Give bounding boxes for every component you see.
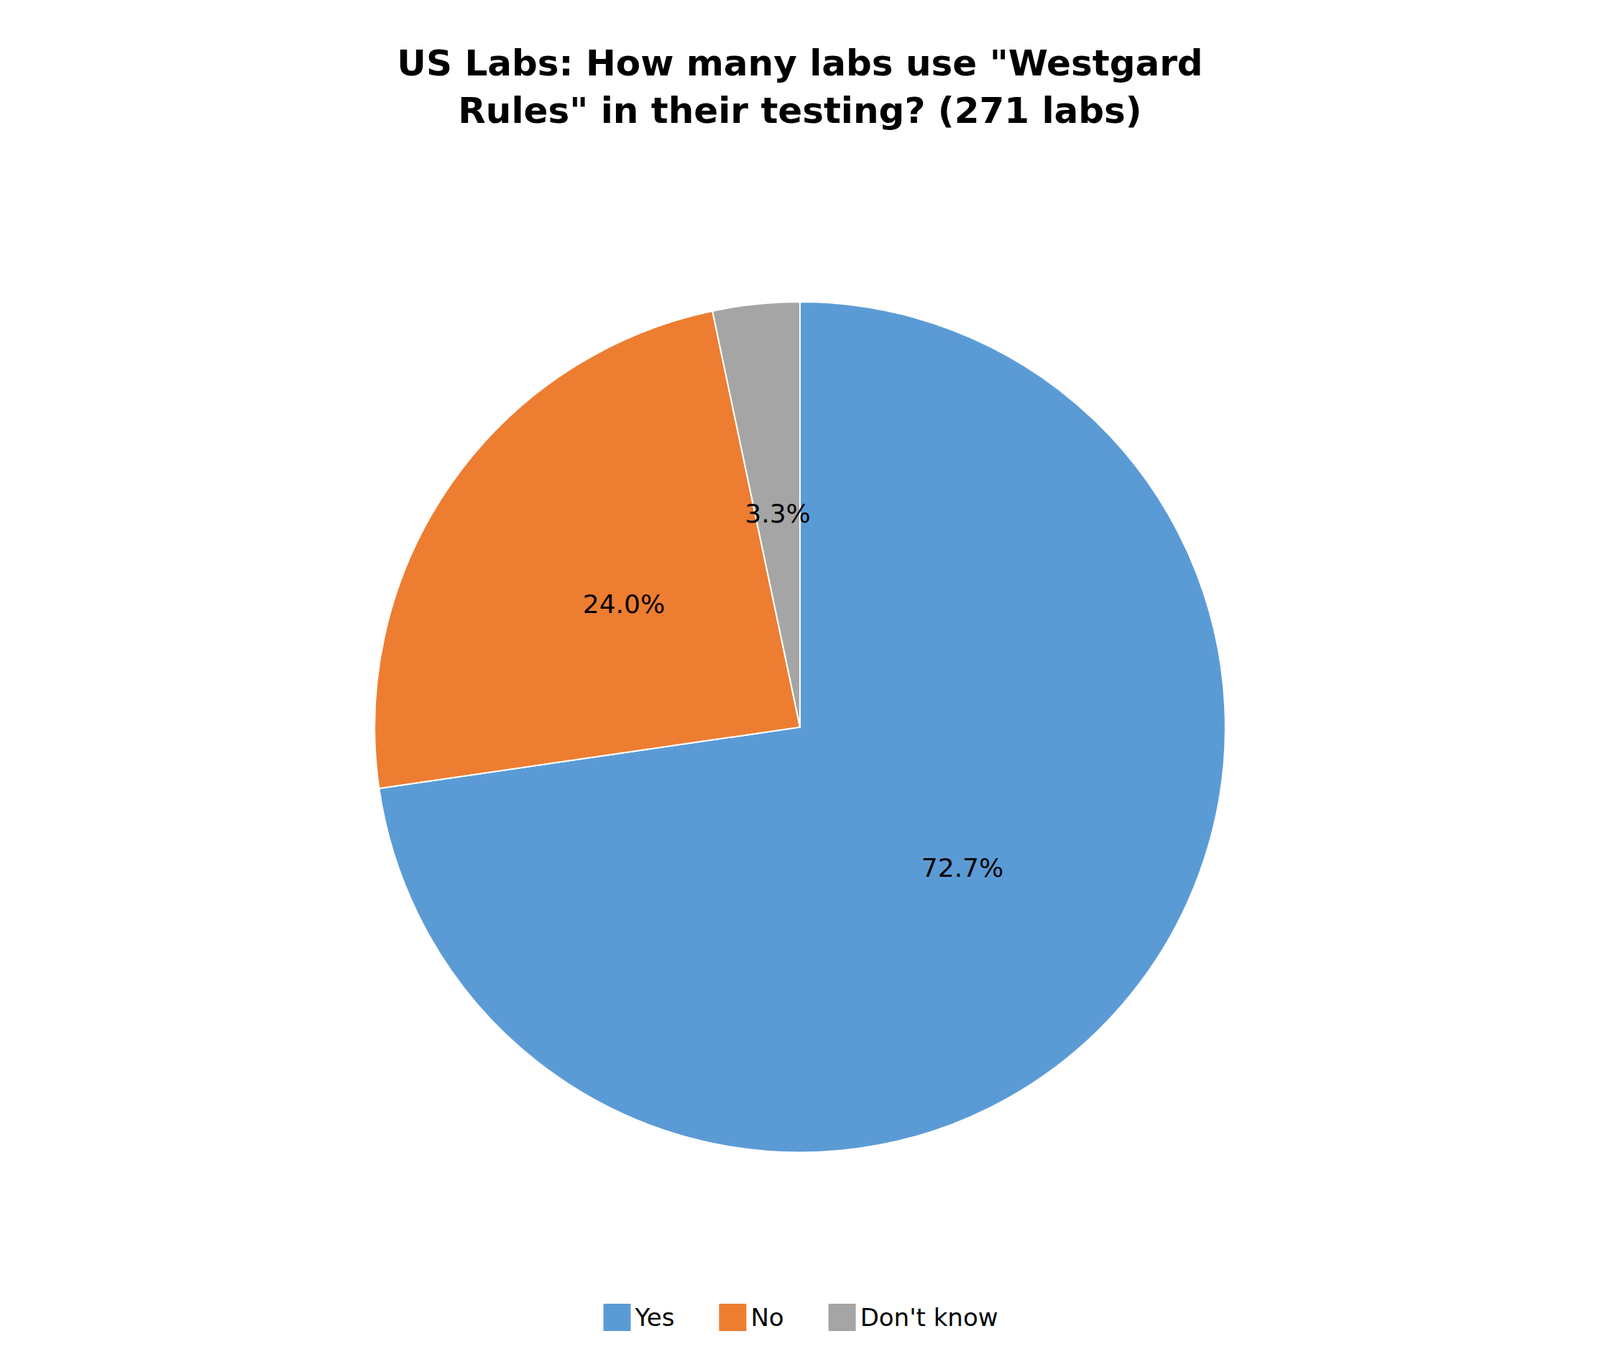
svg-text:Don't know: Don't know [860,1303,999,1332]
svg-text:US Labs: How many labs use "We: US Labs: How many labs use "Westgard [396,42,1203,85]
svg-text:72.7%: 72.7% [921,853,1004,883]
svg-text:Rules" in their testing? (271: Rules" in their testing? (271 labs) [457,89,1142,132]
svg-text:3.3%: 3.3% [744,498,811,529]
svg-text:Yes: Yes [634,1303,675,1332]
svg-text:24.0%: 24.0% [582,589,665,619]
svg-text:No: No [750,1303,784,1332]
